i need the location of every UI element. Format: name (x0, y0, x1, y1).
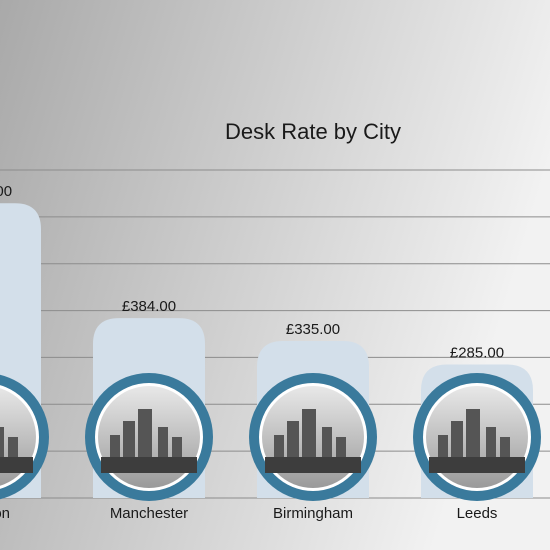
x-tick-label: Birmingham (273, 505, 353, 522)
value-label: £384.00 (122, 298, 176, 315)
building (123, 421, 135, 457)
building (322, 427, 332, 457)
building (287, 421, 299, 457)
building (274, 435, 284, 457)
building (110, 435, 120, 457)
chart-title: Desk Rate by City (225, 119, 401, 144)
value-label: £335.00 (286, 321, 340, 338)
ground (429, 457, 525, 473)
building (302, 409, 316, 457)
building (438, 435, 448, 457)
building (500, 437, 510, 457)
building (466, 409, 480, 457)
x-tick-label: Leeds (457, 505, 498, 522)
value-label: £285.00 (450, 344, 504, 361)
x-tick-label: Manchester (110, 505, 188, 522)
building (451, 421, 463, 457)
ground (265, 457, 361, 473)
building (0, 427, 4, 457)
building (486, 427, 496, 457)
building (138, 409, 152, 457)
x-tick-label: London (0, 505, 10, 522)
building (8, 437, 18, 457)
building (172, 437, 182, 457)
building (336, 437, 346, 457)
ground (101, 457, 197, 473)
value-label: £629.00 (0, 183, 12, 200)
building (158, 427, 168, 457)
ground (0, 457, 33, 473)
